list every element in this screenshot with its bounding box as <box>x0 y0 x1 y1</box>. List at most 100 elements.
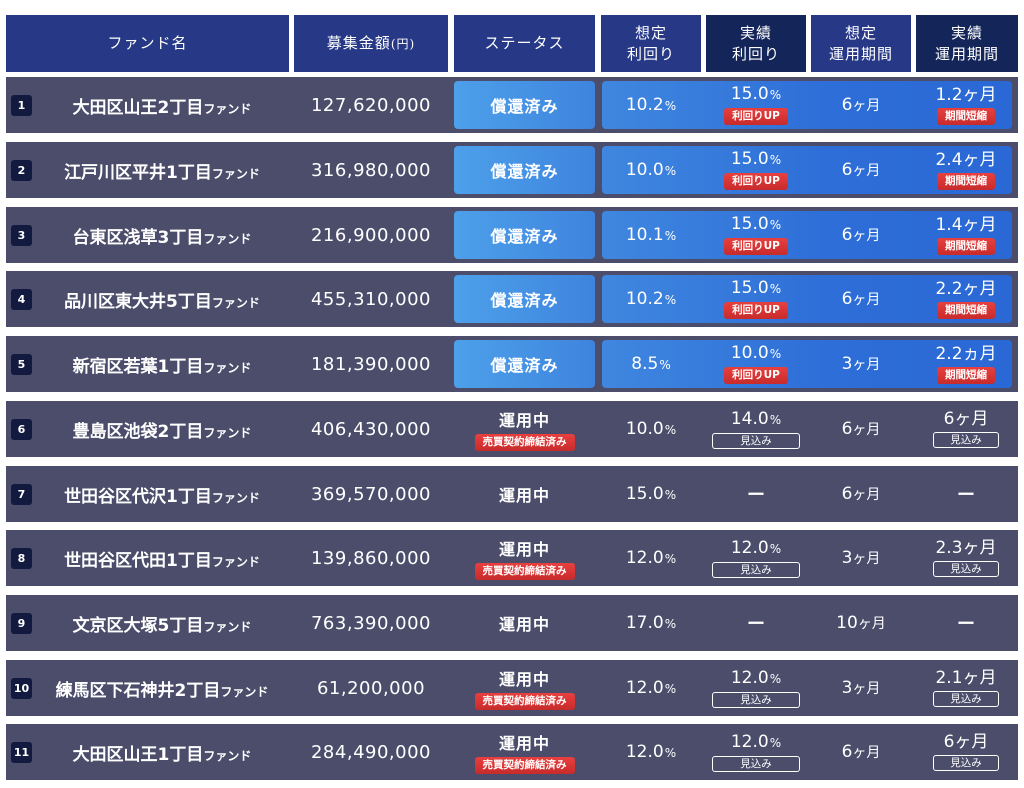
fund-name-text: 大田区山王2丁目 <box>72 97 204 118</box>
actual-period-cell: 6ヶ月 見込み <box>916 724 1016 780</box>
actual-yield: 12.0% <box>731 538 781 559</box>
expected-period-cell: 3ヶ月 <box>811 336 911 392</box>
forecast-badge: 見込み <box>712 755 800 772</box>
fund-name-suffix: ファンド <box>211 166 260 181</box>
actual-yield-cell: 10.0% 利回りUP <box>706 336 806 392</box>
expected-period-cell: 6ヶ月 <box>811 401 911 457</box>
actual-yield-cell: 15.0% 利回りUP <box>706 207 806 263</box>
forecast-badge: 見込み <box>933 691 999 707</box>
actual-period: 2.1ヶ月 <box>935 669 996 688</box>
expected-yield-cell: 12.0% <box>601 660 701 716</box>
expected-period-unit: ヶ月 <box>852 422 881 438</box>
status-cell: 運用中 売買契約締結済み <box>454 724 595 780</box>
amount-value: 139,860,000 <box>310 547 431 569</box>
fund-name: 練馬区下石神井2丁目ファンド <box>56 676 269 701</box>
status-text: 運用中 <box>498 734 550 753</box>
contract-signed-badge: 売買契約締結済み <box>474 693 575 710</box>
header-actual-period: 実績 運用期間 <box>916 15 1018 72</box>
header-actual-period-line2: 運用期間 <box>934 44 999 63</box>
amount-cell: 455,310,000 <box>294 271 448 327</box>
status-cell: 運用中 売買契約締結済み <box>454 530 595 586</box>
period-shortened-badge: 期間短縮 <box>937 301 995 319</box>
actual-yield-value: 12.0 <box>730 667 769 688</box>
table-row: 9 文京区大塚5丁目ファンド 763,390,000 運用中 17.0% ー 10ヶ月 ー <box>6 595 1018 651</box>
actual-period-cell: 1.4ヶ月 期間短縮 <box>916 207 1016 263</box>
expected-period: 6ヶ月 <box>842 742 881 762</box>
actual-period-unit: ヶ月 <box>962 149 997 170</box>
redeemed-status-highlight <box>454 146 595 194</box>
amount-cell: 763,390,000 <box>294 595 448 651</box>
actual-period-value: 2.3 <box>935 538 963 558</box>
expected-period-cell: 6ヶ月 <box>811 271 911 327</box>
status-cell: 償還済み <box>454 271 595 327</box>
table-row: 8 世田谷区代田1丁目ファンド 139,860,000 運用中 売買契約締結済み 12.0… <box>6 530 1018 586</box>
fund-name-suffix: ファンド <box>211 490 260 505</box>
expected-period-unit: ヶ月 <box>852 681 881 697</box>
percent-unit: % <box>664 617 677 631</box>
period-shortened-badge: 期間短縮 <box>937 237 995 255</box>
actual-period-unit: ヶ月 <box>962 538 997 558</box>
actual-yield-unit: % <box>769 153 782 167</box>
percent-unit: % <box>664 746 677 760</box>
actual-yield: 12.0% <box>731 732 781 753</box>
contract-signed-badge: 売買契約締結済み <box>474 563 575 580</box>
row-number-badge: 3 <box>11 225 32 246</box>
actual-yield: 10.0% <box>731 344 781 364</box>
amount-cell: 61,200,000 <box>294 660 448 716</box>
actual-period-value: 6 <box>943 732 955 752</box>
percent-unit: % <box>664 423 677 437</box>
actual-yield-cell: ー <box>706 595 806 651</box>
expected-yield: 17.0% <box>626 613 676 633</box>
row-number-badge: 10 <box>11 678 32 699</box>
yield-up-badge: 利回りUP <box>724 238 788 255</box>
amount-value: 181,390,000 <box>310 353 431 375</box>
actual-yield-unit: % <box>769 347 782 361</box>
row-number-badge: 2 <box>11 160 32 181</box>
expected-period: 6ヶ月 <box>842 160 881 180</box>
actual-period: 1.2ヶ月 <box>935 85 996 105</box>
amount-cell: 181,390,000 <box>294 336 448 392</box>
expected-yield-value: 17.0 <box>625 613 664 633</box>
status-text: 償還済み <box>490 227 559 246</box>
fund-name: 品川区東大井5丁目ファンド <box>64 287 260 312</box>
fund-name-suffix: ファンド <box>211 295 260 310</box>
amount-cell: 406,430,000 <box>294 401 448 457</box>
amount-cell: 127,620,000 <box>294 77 448 133</box>
expected-yield-cell: 10.2% <box>601 271 701 327</box>
actual-period-value: 1.4 <box>935 214 963 235</box>
expected-period-cell: 6ヶ月 <box>811 724 911 780</box>
expected-period-unit: ヶ月 <box>852 745 881 761</box>
status-text: 運用中 <box>498 411 550 430</box>
actual-yield-value: 10.0 <box>730 343 769 363</box>
expected-period-unit: ヶ月 <box>852 551 881 567</box>
fund-name-cell: 豊島区池袋2丁目ファンド <box>34 401 290 457</box>
period-shortened-badge: 期間短縮 <box>937 366 995 384</box>
expected-yield-value: 12.0 <box>625 742 664 762</box>
actual-period-cell: 2.4ヶ月 期間短縮 <box>916 142 1016 198</box>
fund-name: 大田区山王1丁目ファンド <box>73 740 252 765</box>
fund-name: 新宿区若葉1丁目ファンド <box>73 352 252 377</box>
actual-period-value: 2.1 <box>935 668 963 688</box>
fund-name-cell: 大田区山王2丁目ファンド <box>34 77 290 133</box>
expected-period-value: 6 <box>841 160 853 180</box>
expected-yield-value: 10.1 <box>625 225 664 245</box>
expected-period: 10ヶ月 <box>836 613 886 633</box>
actual-yield: 15.0% <box>731 279 781 299</box>
table-row: 1 大田区山王2丁目ファンド 127,620,000 償還済み 10.2% 15.0% 利回… <box>6 77 1018 133</box>
actual-period-unit: ヶ月 <box>954 409 989 429</box>
yield-up-badge: 利回りUP <box>724 302 788 319</box>
expected-yield-value: 12.0 <box>625 548 664 568</box>
expected-yield: 12.0% <box>626 548 676 568</box>
amount-cell: 316,980,000 <box>294 142 448 198</box>
fund-name-cell: 新宿区若葉1丁目ファンド <box>34 336 290 392</box>
percent-unit: % <box>664 229 677 243</box>
fund-name: 江戸川区平井1丁目ファンド <box>64 158 260 183</box>
amount-value: 216,900,000 <box>310 224 431 246</box>
row-number-badge: 1 <box>11 95 32 116</box>
status-cell: 運用中 <box>454 466 595 522</box>
actual-period: 6ヶ月 <box>944 733 989 752</box>
amount-cell: 284,490,000 <box>294 724 448 780</box>
fund-name-suffix: ファンド <box>203 360 252 375</box>
actual-period-cell: 2.2ヵ月 期間短縮 <box>916 336 1016 392</box>
percent-unit: % <box>664 99 677 113</box>
